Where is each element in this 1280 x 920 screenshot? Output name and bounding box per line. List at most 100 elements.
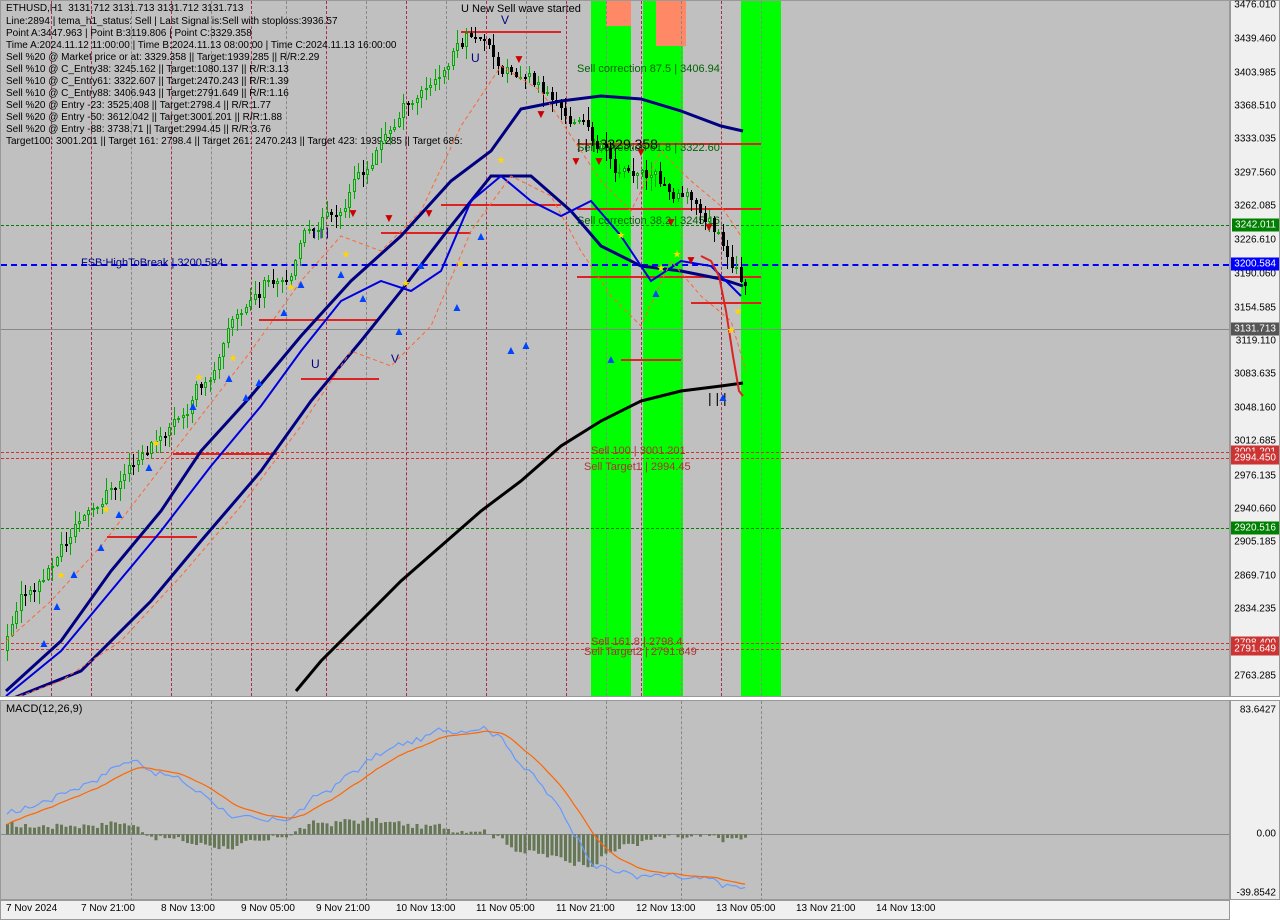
up-arrow-icon: ▲ xyxy=(223,371,235,385)
candle xyxy=(137,460,140,465)
candle xyxy=(429,85,432,88)
price-y-axis: 3476.0103439.4603403.9853368.5103333.035… xyxy=(1230,0,1280,697)
candle xyxy=(564,108,567,116)
candle xyxy=(389,130,392,134)
star-icon: ★ xyxy=(734,306,743,317)
candle xyxy=(227,328,230,343)
x-tick: 10 Nov 13:00 xyxy=(396,903,456,914)
candle xyxy=(555,100,558,102)
macd-panel[interactable]: MACD(12,26,9) xyxy=(0,700,1230,900)
y-tick: 3439.460 xyxy=(1234,34,1276,45)
candle xyxy=(267,280,270,282)
candle xyxy=(533,73,536,84)
candle xyxy=(659,171,662,184)
candle xyxy=(281,280,284,282)
star-icon: ★ xyxy=(57,570,66,581)
up-arrow-icon: ▲ xyxy=(187,399,199,413)
v-grid xyxy=(366,1,367,696)
y-tick: 3119.110 xyxy=(1236,335,1276,346)
candle xyxy=(384,134,387,141)
up-arrow-icon: ▲ xyxy=(475,229,487,243)
candle xyxy=(276,281,279,284)
candle xyxy=(672,192,675,199)
candle xyxy=(636,173,639,176)
up-arrow-icon: ▲ xyxy=(113,507,125,521)
support-line xyxy=(381,232,471,234)
up-arrow-icon: ▲ xyxy=(295,277,307,291)
v-marker xyxy=(641,1,642,696)
v-grid xyxy=(761,1,762,696)
y-tick: 2834.235 xyxy=(1234,604,1276,615)
info-text: Target100: 3001.201 || Target 161: 2798.… xyxy=(6,136,463,147)
up-arrow-icon: ▲ xyxy=(253,375,265,389)
star-icon: ★ xyxy=(457,259,466,270)
star-icon: ★ xyxy=(195,372,204,383)
up-arrow-icon: ▲ xyxy=(357,291,369,305)
y-tick: 2905.185 xyxy=(1234,537,1276,548)
candle xyxy=(614,159,617,173)
candle xyxy=(479,37,482,39)
candle xyxy=(546,92,549,94)
candle xyxy=(600,144,603,148)
candle xyxy=(249,300,252,307)
candle xyxy=(105,490,108,504)
y-tick: 3048.160 xyxy=(1234,402,1276,413)
candle xyxy=(195,384,198,399)
support-line xyxy=(301,378,379,380)
candle xyxy=(470,33,473,37)
candle xyxy=(461,43,464,47)
candle xyxy=(623,168,626,172)
candle xyxy=(519,77,522,79)
candle xyxy=(299,243,302,259)
candle xyxy=(731,257,734,268)
y-tick: 3333.035 xyxy=(1234,134,1276,145)
candle xyxy=(321,217,324,230)
y-tick: 3297.560 xyxy=(1234,167,1276,178)
fib-label: Sell Target2 | 2791.649 xyxy=(584,646,697,658)
candle xyxy=(677,193,680,199)
down-arrow-icon: ▼ xyxy=(535,107,547,121)
candle xyxy=(74,524,77,537)
candle xyxy=(186,414,189,416)
candle xyxy=(119,481,122,489)
support-line xyxy=(461,31,561,33)
candle xyxy=(425,88,428,91)
candle xyxy=(465,33,468,47)
support-line xyxy=(577,276,761,278)
v-marker xyxy=(566,1,567,696)
candle xyxy=(609,148,612,158)
candle xyxy=(69,537,72,544)
info-text: Sell %10 @ C_Entry38: 3245.162 || Target… xyxy=(6,64,289,75)
candle xyxy=(366,169,369,174)
candle xyxy=(353,179,356,192)
candle xyxy=(312,229,315,231)
fib-label: Sell correction 38.2 | 3245.16 xyxy=(577,215,720,227)
zone xyxy=(591,1,631,696)
candle xyxy=(218,357,221,370)
support-line xyxy=(441,204,561,206)
down-arrow-icon: ▼ xyxy=(665,215,677,229)
x-tick: 8 Nov 13:00 xyxy=(161,903,215,914)
candle xyxy=(78,521,81,524)
candle xyxy=(726,246,729,257)
candle xyxy=(83,515,86,521)
info-text: Sell %20 @ Entry -88: 3738.71 || Target:… xyxy=(6,124,271,135)
candle xyxy=(411,103,414,105)
candle xyxy=(699,204,702,214)
info-text: Sell %20 @ Entry -50: 3612.042 || Target… xyxy=(6,112,282,123)
down-arrow-icon: ▼ xyxy=(635,145,647,159)
macd-y-tick: 83.6427 xyxy=(1240,705,1276,716)
candle xyxy=(285,280,288,282)
y-tick: 3476.010 xyxy=(1234,0,1276,10)
up-arrow-icon: ▲ xyxy=(278,305,290,319)
info-text: Sell %10 @ C_Entry61: 3322.607 || Target… xyxy=(6,76,289,87)
v-marker xyxy=(486,1,487,696)
x-tick: 11 Nov 21:00 xyxy=(556,903,615,914)
main-price-chart[interactable]: ETHUSD,H1 3131.712 3131.713 3131.712 313… xyxy=(0,0,1230,697)
candle xyxy=(42,580,45,582)
candle xyxy=(744,282,747,287)
candle xyxy=(524,77,527,79)
candle xyxy=(488,39,491,45)
macd-y-axis: 83.64270.00-39.8542 xyxy=(1230,700,1280,900)
fib-label: FSB:HighToBreak | 3200.584 xyxy=(81,257,223,269)
